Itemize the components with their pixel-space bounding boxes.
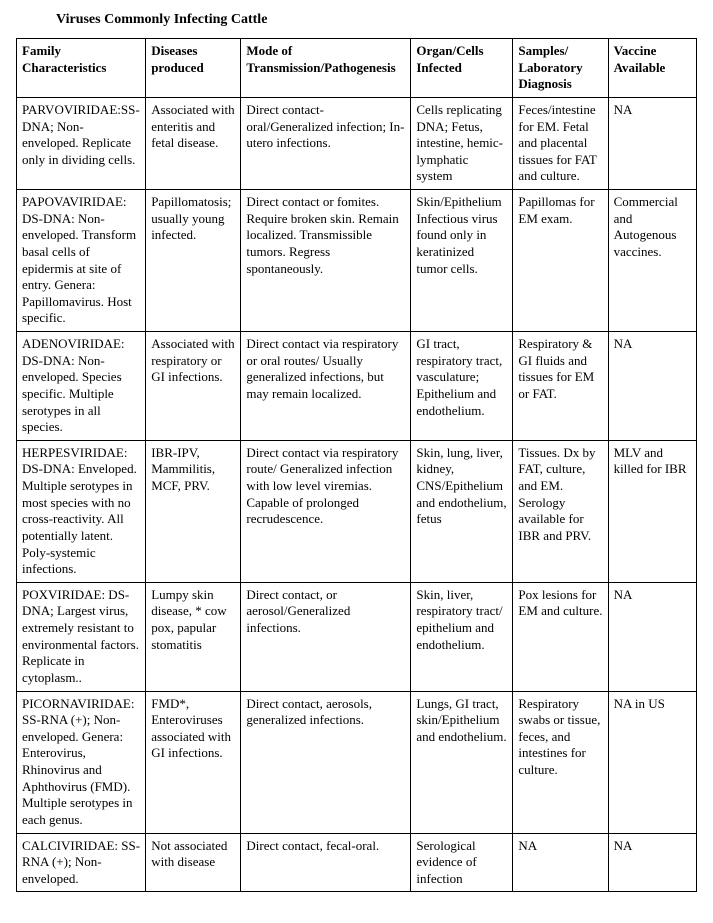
- cell-samples: Feces/intestine for EM. Fetal and placen…: [513, 97, 608, 189]
- cell-vaccine: MLV and killed for IBR: [608, 440, 696, 582]
- cell-vaccine: NA in US: [608, 691, 696, 833]
- col-header-diseases: Diseases produced: [146, 39, 241, 98]
- cell-vaccine: NA: [608, 97, 696, 189]
- col-header-mode: Mode of Transmission/Pathogenesis: [241, 39, 411, 98]
- table-row: PICORNAVIRIDAE: SS-RNA (+); Non-envelope…: [17, 691, 697, 833]
- cell-diseases: Associated with enteritis and fetal dise…: [146, 97, 241, 189]
- col-header-samples: Samples/ Laboratory Diagnosis: [513, 39, 608, 98]
- cell-diseases: Lumpy skin disease, * cow pox, papular s…: [146, 582, 241, 691]
- cell-vaccine: Commercial and Autogenous vaccines.: [608, 190, 696, 332]
- cell-family: PAPOVAVIRIDAE: DS-DNA: Non-enveloped. Tr…: [17, 190, 146, 332]
- page-title: Viruses Commonly Infecting Cattle: [56, 12, 697, 28]
- cell-organ: Lungs, GI tract, skin/Epithelium and end…: [411, 691, 513, 833]
- cell-organ: GI tract, respiratory tract, vasculature…: [411, 332, 513, 441]
- cell-vaccine: NA: [608, 332, 696, 441]
- cell-mode: Direct contact via respiratory route/ Ge…: [241, 440, 411, 582]
- cell-organ: Serological evidence of infection: [411, 833, 513, 892]
- cell-family: ADENOVIRIDAE: DS-DNA: Non-enveloped. Spe…: [17, 332, 146, 441]
- cell-diseases: Not associated with disease: [146, 833, 241, 892]
- cell-mode: Direct contact, fecal-oral.: [241, 833, 411, 892]
- cell-diseases: Associated with respiratory or GI infect…: [146, 332, 241, 441]
- cell-family: CALCIVIRIDAE: SS-RNA (+); Non-enveloped.: [17, 833, 146, 892]
- cell-samples: Papillomas for EM exam.: [513, 190, 608, 332]
- table-row: PAPOVAVIRIDAE: DS-DNA: Non-enveloped. Tr…: [17, 190, 697, 332]
- cell-samples: Pox lesions for EM and culture.: [513, 582, 608, 691]
- cell-samples: Respiratory & GI fluids and tissues for …: [513, 332, 608, 441]
- col-header-organ: Organ/Cells Infected: [411, 39, 513, 98]
- cell-vaccine: NA: [608, 833, 696, 892]
- table-row: ADENOVIRIDAE: DS-DNA: Non-enveloped. Spe…: [17, 332, 697, 441]
- cell-samples: Respiratory swabs or tissue, feces, and …: [513, 691, 608, 833]
- cell-organ: Skin/Epithelium Infectious virus found o…: [411, 190, 513, 332]
- cell-samples: Tissues. Dx by FAT, culture, and EM. Ser…: [513, 440, 608, 582]
- cell-family: POXVIRIDAE: DS-DNA; Largest virus, extre…: [17, 582, 146, 691]
- cell-samples: NA: [513, 833, 608, 892]
- cell-organ: Cells replicating DNA; Fetus, intestine,…: [411, 97, 513, 189]
- cell-organ: Skin, lung, liver, kidney, CNS/Epitheliu…: [411, 440, 513, 582]
- table-row: HERPESVIRIDAE: DS-DNA: Enveloped. Multip…: [17, 440, 697, 582]
- table-row: POXVIRIDAE: DS-DNA; Largest virus, extre…: [17, 582, 697, 691]
- cell-mode: Direct contact or fomites. Require broke…: [241, 190, 411, 332]
- cell-diseases: Papillomatosis; usually young infected.: [146, 190, 241, 332]
- table-row: PARVOVIRIDAE:SS-DNA; Non-enveloped. Repl…: [17, 97, 697, 189]
- cell-family: PICORNAVIRIDAE: SS-RNA (+); Non-envelope…: [17, 691, 146, 833]
- col-header-vaccine: Vaccine Available: [608, 39, 696, 98]
- cell-mode: Direct contact via respiratory or oral r…: [241, 332, 411, 441]
- cell-vaccine: NA: [608, 582, 696, 691]
- col-header-family: Family Characteristics: [17, 39, 146, 98]
- cell-mode: Direct contact, or aerosol/Generalized i…: [241, 582, 411, 691]
- virus-table: Family Characteristics Diseases produced…: [16, 38, 697, 892]
- cell-mode: Direct contact-oral/Generalized infectio…: [241, 97, 411, 189]
- cell-family: HERPESVIRIDAE: DS-DNA: Enveloped. Multip…: [17, 440, 146, 582]
- cell-organ: Skin, liver, respiratory tract/ epitheli…: [411, 582, 513, 691]
- cell-mode: Direct contact, aerosols, generalized in…: [241, 691, 411, 833]
- header-row: Family Characteristics Diseases produced…: [17, 39, 697, 98]
- cell-family: PARVOVIRIDAE:SS-DNA; Non-enveloped. Repl…: [17, 97, 146, 189]
- cell-diseases: IBR-IPV, Mammilitis, MCF, PRV.: [146, 440, 241, 582]
- cell-diseases: FMD*, Enteroviruses associated with GI i…: [146, 691, 241, 833]
- table-row: CALCIVIRIDAE: SS-RNA (+); Non-enveloped.…: [17, 833, 697, 892]
